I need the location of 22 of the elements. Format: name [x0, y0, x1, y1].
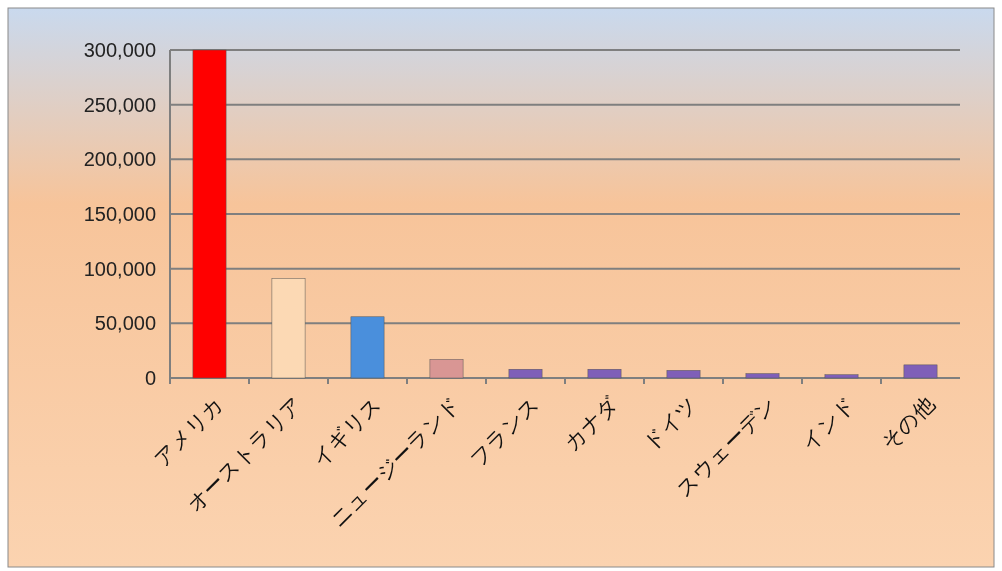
y-tick-label: 150,000: [83, 203, 156, 225]
bar: [824, 374, 859, 379]
x-tick-label: ドイツ: [638, 391, 702, 455]
x-tick-label: インド: [796, 391, 860, 455]
y-tick-label: 250,000: [83, 93, 156, 116]
bar: [745, 373, 780, 379]
bar: [508, 369, 543, 379]
bar: [666, 370, 701, 379]
x-tick-label: カナダ: [559, 391, 623, 455]
x-tick-label: その他: [876, 391, 939, 455]
y-tick-label: 300,000: [83, 39, 156, 61]
bar: [192, 49, 227, 379]
bar: [587, 369, 622, 379]
x-tick-label: フランス: [465, 391, 544, 471]
bar: [903, 364, 938, 379]
y-tick-label: 0: [144, 367, 156, 389]
y-tick-label: 50,000: [94, 312, 156, 335]
y-tick-label: 200,000: [83, 148, 156, 171]
bar: [271, 278, 306, 379]
y-tick-label: 100,000: [83, 257, 156, 280]
bar: [350, 316, 385, 379]
bar: [429, 359, 464, 379]
